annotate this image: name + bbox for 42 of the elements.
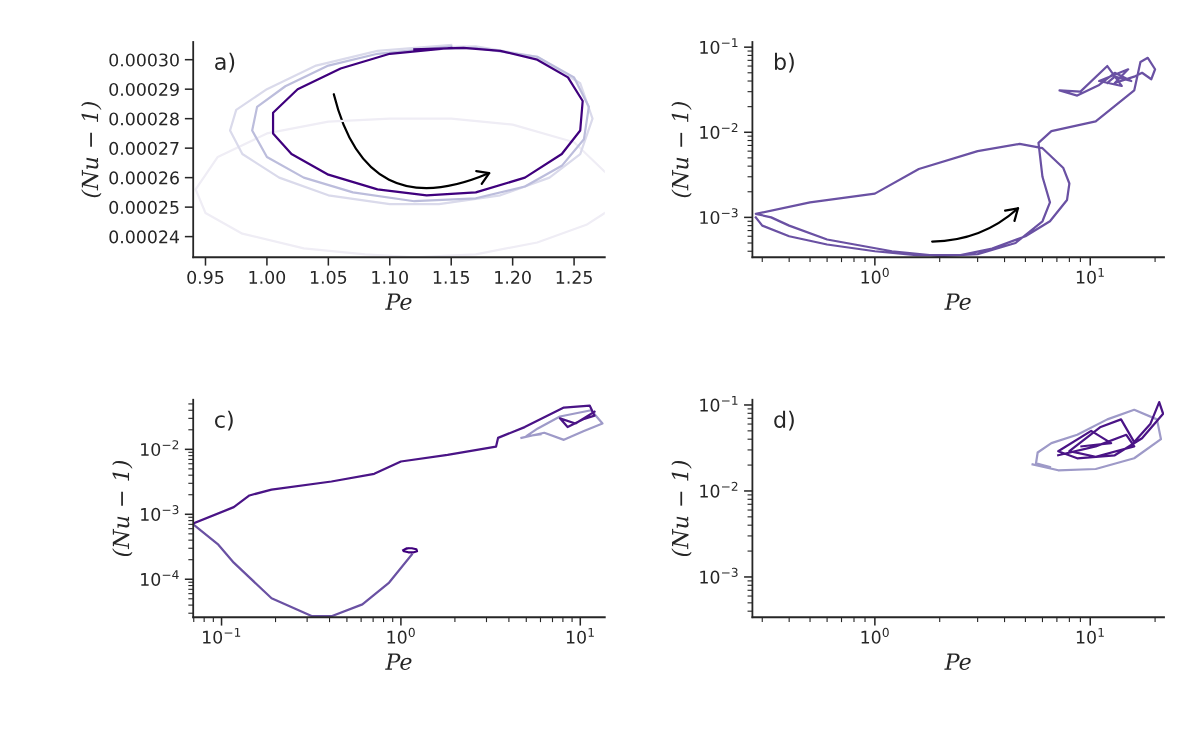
- x-tick-label: 10$^{1}$: [1076, 268, 1104, 284]
- y-tick-label: 10$^{−1}$: [700, 395, 738, 412]
- y-axis-title: (Nu − 1): [112, 460, 133, 557]
- y-tick-label: 10$^{−4}$: [141, 570, 179, 586]
- y-tick-label: 0.00028: [109, 112, 179, 126]
- annotation: c): [215, 410, 233, 431]
- x-tick-label: 10$^{0}$: [861, 627, 889, 644]
- x-tick-label: 10$^{−1}$: [203, 628, 241, 644]
- x-tick-label: 1.20: [495, 270, 531, 284]
- y-axis-title: (Nu − 1): [81, 102, 102, 198]
- x-axis-title: Pe: [385, 653, 412, 670]
- y-tick-label: 10$^{−3}$: [700, 567, 738, 584]
- y-tick-label: 0.00025: [109, 200, 179, 214]
- y-tick-label: 0.00030: [109, 53, 179, 67]
- y-tick-label: 10$^{−2}$: [700, 481, 738, 498]
- annotation: b): [775, 52, 794, 73]
- y-tick-label: 0.00027: [109, 141, 179, 155]
- x-tick-label: 0.95: [187, 270, 224, 284]
- y-tick-label: 10$^{−2}$: [141, 440, 179, 457]
- x-tick-label: 1.15: [433, 270, 470, 284]
- y-tick-label: 10$^{−3}$: [141, 505, 179, 521]
- x-axis-title: Pe: [944, 653, 971, 670]
- x-tick-label: 1.05: [310, 270, 347, 284]
- x-tick-label: 1.10: [372, 270, 408, 284]
- x-tick-label: 10$^{0}$: [387, 627, 415, 644]
- y-tick-label: 10$^{−3}$: [700, 208, 738, 225]
- x-tick-label: 10$^{0}$: [861, 267, 889, 284]
- x-axis-title: Pe: [385, 293, 412, 310]
- y-axis-title: (Nu − 1): [671, 102, 692, 198]
- y-tick-label: 10$^{−2}$: [700, 123, 738, 139]
- y-tick-label: 0.00024: [109, 230, 180, 244]
- annotation: a): [215, 52, 235, 73]
- y-axis-title: (Nu − 1): [671, 460, 692, 557]
- y-tick-label: 10$^{−1}$: [700, 38, 738, 54]
- x-tick-label: 1.25: [556, 270, 592, 284]
- y-tick-label: 0.00029: [109, 82, 179, 97]
- x-tick-label: 10$^{1}$: [566, 628, 594, 644]
- y-tick-label: 0.00026: [109, 171, 179, 185]
- annotation: d): [774, 410, 794, 431]
- x-tick-label: 1.00: [249, 270, 286, 284]
- x-axis-title: Pe: [944, 293, 971, 310]
- x-tick-label: 10$^{1}$: [1076, 628, 1104, 644]
